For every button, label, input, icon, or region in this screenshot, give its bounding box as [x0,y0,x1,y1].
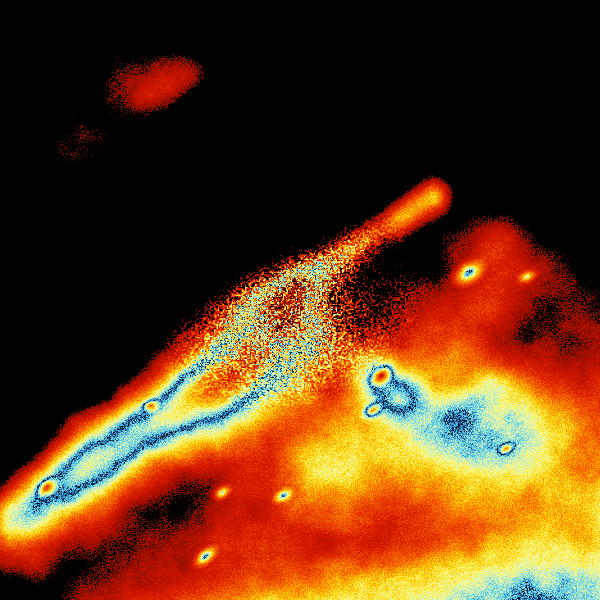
infrared-satellite-raster [0,0,600,600]
satellite-image-viewer [0,0,600,600]
